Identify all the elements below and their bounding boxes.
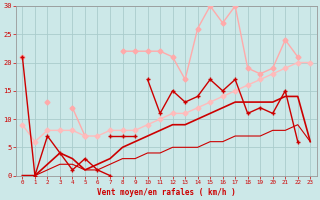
X-axis label: Vent moyen/en rafales ( km/h ): Vent moyen/en rafales ( km/h ) [97, 188, 236, 197]
